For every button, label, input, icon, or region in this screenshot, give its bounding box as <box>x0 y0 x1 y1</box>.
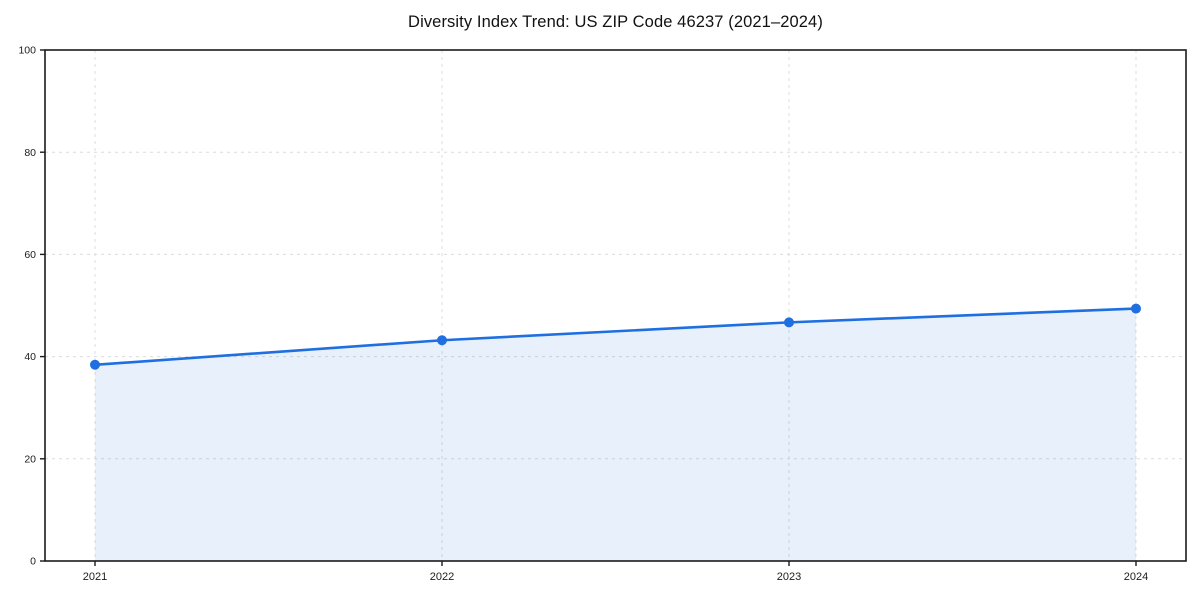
x-axis-tick-label: 2024 <box>1124 571 1148 583</box>
plot-frame <box>44 49 1187 562</box>
y-axis-tick-label: 80 <box>24 147 36 159</box>
y-axis-tick-label: 20 <box>24 453 36 465</box>
y-axis-tick-label: 40 <box>24 351 36 363</box>
data-point-marker <box>784 317 794 328</box>
y-axis-tick-label: 100 <box>18 45 36 57</box>
data-point-marker <box>1131 303 1141 314</box>
data-point-marker <box>90 359 100 370</box>
x-axis-tick-label: 2023 <box>777 571 801 583</box>
x-axis-tick-label: 2021 <box>83 571 107 583</box>
x-axis-tick-label: 2022 <box>430 571 454 583</box>
y-axis-tick-label: 60 <box>24 249 36 261</box>
chart-title: Diversity Index Trend: US ZIP Code 46237… <box>408 13 823 31</box>
data-point-marker <box>437 335 447 346</box>
trend-line <box>93 307 1138 367</box>
y-axis-tick-label: 0 <box>30 556 36 568</box>
area-fill <box>95 308 1136 561</box>
